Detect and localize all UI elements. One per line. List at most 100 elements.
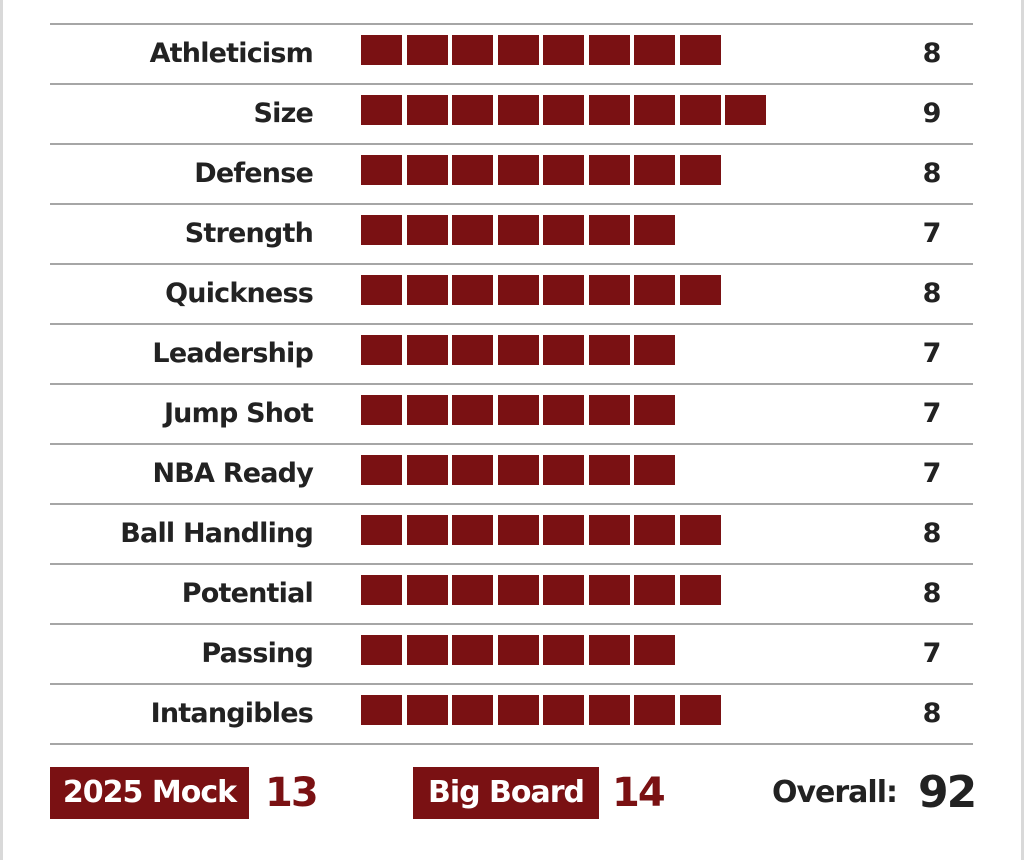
rating-block (543, 275, 584, 305)
big-board-value: 14 (612, 770, 666, 816)
rating-block (497, 335, 539, 365)
rating-block (588, 215, 630, 245)
rating-block (634, 155, 675, 185)
rating-label: Strength (184, 218, 314, 249)
rating-value: 8 (922, 158, 942, 189)
rating-block (361, 695, 402, 725)
rating-value: 8 (922, 578, 942, 609)
rating-block (361, 395, 402, 425)
rating-block (588, 695, 630, 725)
rating-block (406, 695, 448, 725)
rating-block (361, 95, 402, 125)
rating-block (497, 455, 539, 485)
rating-block (634, 95, 675, 125)
rating-value: 8 (922, 278, 942, 309)
rating-row: Intangibles 8 (50, 683, 973, 745)
rating-block (588, 35, 630, 65)
big-board-badge: Big Board (413, 767, 599, 819)
rating-block (679, 155, 721, 185)
rating-block (406, 395, 448, 425)
rating-block (452, 575, 493, 605)
rating-block (497, 215, 539, 245)
rating-block (406, 515, 448, 545)
rating-label: Ball Handling (120, 518, 314, 549)
rating-row: Size 9 (50, 83, 973, 143)
rating-block (634, 575, 675, 605)
rating-block (634, 515, 675, 545)
rating-block (588, 335, 630, 365)
rating-label: Jump Shot (163, 398, 314, 429)
rating-block (634, 395, 675, 425)
rating-block (543, 215, 584, 245)
rating-block (406, 215, 448, 245)
overall-label: Overall: (771, 775, 898, 810)
rating-label: Potential (181, 578, 314, 609)
rating-block (452, 95, 493, 125)
rating-block (452, 635, 493, 665)
rating-value: 7 (922, 338, 942, 369)
rating-row: Passing 7 (50, 623, 973, 683)
rating-value: 9 (922, 98, 942, 129)
rating-block (543, 635, 584, 665)
rating-label: Defense (194, 158, 314, 189)
rating-block (452, 275, 493, 305)
rating-block (497, 275, 539, 305)
rating-block (588, 95, 630, 125)
rating-value: 7 (922, 458, 942, 489)
rating-block (406, 35, 448, 65)
rating-block (452, 695, 493, 725)
mock-badge: 2025 Mock (50, 767, 249, 819)
rating-block (588, 455, 630, 485)
rating-block (679, 695, 721, 725)
rating-block (543, 95, 584, 125)
rating-block (452, 515, 493, 545)
rating-block (406, 635, 448, 665)
rating-block (497, 395, 539, 425)
rating-block (588, 635, 630, 665)
rating-block (634, 35, 675, 65)
left-edge (0, 0, 3, 860)
rating-block (634, 275, 675, 305)
rating-value: 8 (922, 518, 942, 549)
rating-value: 7 (922, 638, 942, 669)
rating-row: Strength 7 (50, 203, 973, 263)
rating-block (361, 635, 402, 665)
rating-block (361, 155, 402, 185)
right-edge (1021, 0, 1024, 860)
rating-row: Potential 8 (50, 563, 973, 623)
rating-block (452, 35, 493, 65)
rating-block (679, 275, 721, 305)
rating-block (361, 215, 402, 245)
rating-block (543, 455, 584, 485)
rating-block (497, 575, 539, 605)
rating-block (406, 575, 448, 605)
rating-block (406, 455, 448, 485)
rating-block (497, 695, 539, 725)
rating-block (634, 635, 675, 665)
rating-block (588, 275, 630, 305)
rating-block (634, 455, 675, 485)
rating-block (679, 35, 721, 65)
rating-block (361, 455, 402, 485)
rating-block (452, 395, 493, 425)
rating-value: 7 (922, 218, 942, 249)
rating-block (406, 95, 448, 125)
rating-block (588, 155, 630, 185)
rating-label: NBA Ready (152, 458, 313, 489)
rating-row: NBA Ready 7 (50, 443, 973, 503)
rating-block (634, 215, 675, 245)
rating-row: Defense 8 (50, 143, 973, 203)
rating-value: 8 (922, 38, 942, 69)
rating-block (543, 515, 584, 545)
rating-label: Size (253, 98, 313, 129)
rating-row: Ball Handling 8 (50, 503, 973, 563)
rating-block (679, 515, 721, 545)
rating-row: Jump Shot 7 (50, 383, 973, 443)
rating-label: Passing (201, 638, 313, 669)
rating-block (452, 455, 493, 485)
rating-label: Quickness (165, 278, 314, 309)
rating-block (679, 575, 721, 605)
rating-block (543, 575, 584, 605)
rating-label: Leadership (152, 338, 313, 369)
